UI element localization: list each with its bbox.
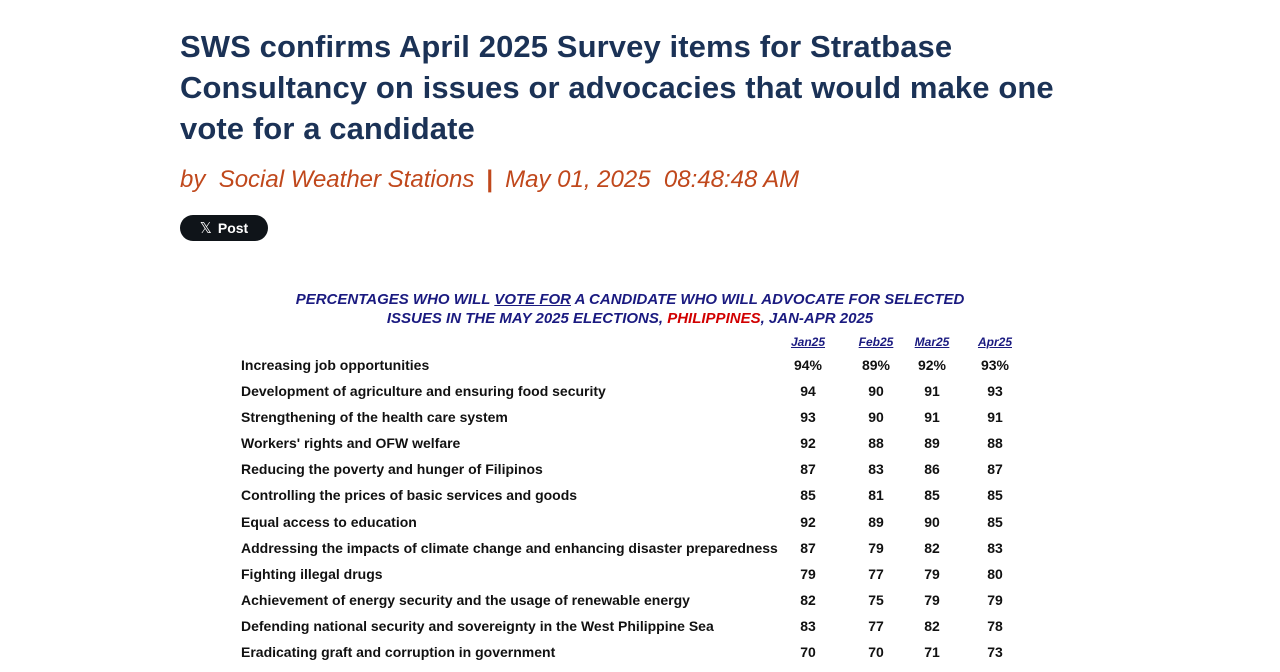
value-feb25: 89 [868, 513, 884, 530]
issue-label: Increasing job opportunities [241, 357, 430, 373]
value-mar25: 86 [924, 461, 940, 478]
table-title-line-2: ISSUES IN THE MAY 2025 ELECTIONS, PHILIP… [180, 309, 1080, 328]
vote-for-emphasis: VOTE FOR [494, 291, 571, 308]
value-feb25: 90 [868, 409, 884, 426]
value-jan25: 94% [793, 357, 823, 373]
issue-label: Equal access to education [241, 513, 417, 530]
issue-label: Development of agriculture and ensuring … [241, 383, 606, 400]
column-header-jan25: Jan25 [790, 335, 826, 349]
table-title: PERCENTAGES WHO WILL VOTE FOR A CANDIDAT… [180, 290, 1080, 328]
value-feb25: 79 [868, 539, 884, 556]
issue-label: Achievement of energy security and the u… [241, 591, 690, 608]
value-feb25: 90 [868, 383, 884, 400]
table-row: Development of agriculture and ensuring … [0, 378, 1280, 404]
article-title: SWS confirms April 2025 Survey items for… [180, 29, 1054, 146]
philippines-emphasis: PHILIPPINES [667, 310, 761, 327]
value-jan25: 82 [800, 591, 816, 608]
issue-label: Addressing the impacts of climate change… [241, 539, 778, 556]
value-jan25: 92 [800, 513, 816, 530]
value-jan25: 93 [800, 409, 816, 426]
issue-label: Eradicating graft and corruption in gove… [241, 644, 556, 661]
table-row: Achievement of energy security and the u… [0, 587, 1280, 613]
x-logo-icon: 𝕏 [199, 218, 212, 237]
value-mar25: 89 [924, 435, 940, 452]
value-jan25: 85 [800, 487, 816, 504]
value-apr25: 85 [987, 487, 1003, 504]
value-mar25: 91 [924, 383, 940, 400]
value-apr25: 83 [987, 539, 1003, 556]
table-title-text: A CANDIDATE WHO WILL ADVOCATE FOR SELECT… [570, 291, 965, 308]
value-apr25: 85 [987, 513, 1003, 530]
table-title-text: PERCENTAGES WHO WILL [295, 291, 495, 308]
value-feb25: 88 [868, 435, 884, 452]
publish-time: 08:48:48 AM [663, 166, 800, 193]
value-mar25: 82 [924, 539, 940, 556]
column-header-apr25: Apr25 [977, 335, 1012, 349]
value-apr25: 88 [987, 435, 1003, 452]
value-apr25: 78 [987, 617, 1003, 634]
value-feb25: 77 [868, 617, 884, 634]
table-row: Strengthening of the health care system … [0, 404, 1280, 430]
value-jan25: 94 [800, 383, 816, 400]
value-mar25: 79 [924, 565, 940, 582]
issue-label: Reducing the poverty and hunger of Filip… [241, 461, 543, 478]
table-row: Workers' rights and OFW welfare 92 88 89… [0, 430, 1280, 456]
share-button-label: Post [217, 220, 249, 236]
share-on-x-button[interactable]: 𝕏 Post [180, 215, 268, 241]
value-feb25: 75 [868, 591, 884, 608]
value-mar25: 90 [924, 513, 940, 530]
value-mar25: 85 [924, 487, 940, 504]
table-title-text: ISSUES IN THE MAY 2025 ELECTIONS, [386, 310, 668, 327]
table-title-line-1: PERCENTAGES WHO WILL VOTE FOR A CANDIDAT… [180, 290, 1080, 309]
publish-date: May 01, 2025 [505, 166, 651, 193]
column-header-feb25: Feb25 [858, 335, 894, 349]
issue-label: Controlling the prices of basic services… [241, 487, 578, 504]
value-jan25: 87 [800, 461, 816, 478]
value-mar25: 71 [924, 644, 940, 661]
value-apr25: 93 [987, 383, 1003, 400]
value-mar25: 91 [924, 409, 940, 426]
issue-label: Workers' rights and OFW welfare [241, 435, 461, 452]
issue-label: Strengthening of the health care system [241, 409, 508, 426]
value-apr25: 87 [987, 461, 1003, 478]
table-title-text: , JAN-APR 2025 [760, 310, 874, 327]
value-jan25: 92 [800, 435, 816, 452]
value-jan25: 70 [800, 644, 816, 661]
byline: by Social Weather Stations | May 01, 2025 … [180, 166, 799, 194]
value-feb25: 89% [861, 357, 891, 373]
value-feb25: 81 [868, 487, 884, 504]
table-row: Increasing job opportunities 94% 89% 92%… [0, 352, 1280, 378]
byline-separator: | [486, 166, 494, 193]
table-row: Equal access to education 92 89 90 85 [0, 509, 1280, 535]
value-mar25: 79 [924, 591, 940, 608]
value-apr25: 91 [987, 409, 1003, 426]
value-jan25: 83 [800, 617, 816, 634]
column-header-mar25: Mar25 [914, 335, 950, 349]
byline-prefix: by [180, 166, 206, 193]
value-mar25: 82 [924, 617, 940, 634]
table-row: Addressing the impacts of climate change… [0, 535, 1280, 561]
table-row: Defending national security and sovereig… [0, 613, 1280, 639]
value-jan25: 79 [800, 565, 816, 582]
issue-label: Fighting illegal drugs [241, 565, 383, 582]
value-feb25: 83 [868, 461, 884, 478]
value-apr25: 80 [987, 565, 1003, 582]
table-row: Fighting illegal drugs 79 77 79 80 [0, 561, 1280, 587]
table-row: Reducing the poverty and hunger of Filip… [0, 456, 1280, 482]
table-row: Controlling the prices of basic services… [0, 482, 1280, 508]
table-body: Increasing job opportunities 94% 89% 92%… [0, 352, 1280, 665]
value-jan25: 87 [800, 539, 816, 556]
value-apr25: 93% [980, 357, 1010, 373]
value-feb25: 70 [868, 644, 884, 661]
value-apr25: 79 [987, 591, 1003, 608]
issue-label: Defending national security and sovereig… [241, 617, 714, 634]
author-link[interactable]: Social Weather Stations [218, 166, 475, 193]
value-feb25: 77 [868, 565, 884, 582]
value-apr25: 73 [987, 644, 1003, 661]
value-mar25: 92% [917, 357, 947, 373]
table-row: Eradicating graft and corruption in gove… [0, 639, 1280, 665]
table-column-headers: Jan25 Feb25 Mar25 Apr25 [0, 335, 1280, 353]
